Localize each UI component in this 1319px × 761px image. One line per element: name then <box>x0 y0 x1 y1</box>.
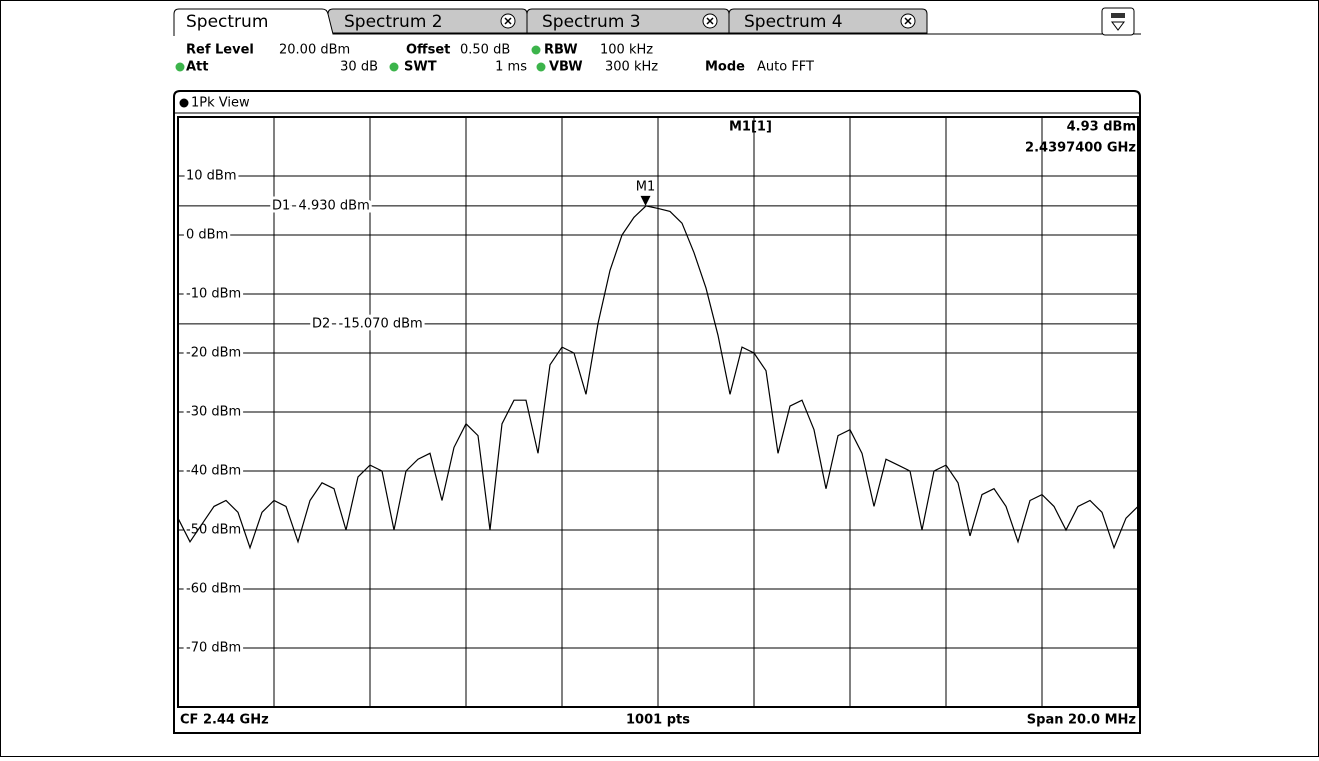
display-line-label: D1 4.930 dBm <box>272 198 370 213</box>
tab-active[interactable] <box>173 8 1141 36</box>
marker-readout: 2.4397400 GHz <box>1025 141 1136 156</box>
status-dot <box>389 62 399 72</box>
setting-label: Mode <box>705 60 745 75</box>
menu-button[interactable] <box>1101 7 1135 36</box>
close-button[interactable] <box>702 13 718 29</box>
y-tick-label: -40 dBm <box>186 464 241 479</box>
setting-label: VBW <box>549 60 583 75</box>
status-dot <box>175 62 185 72</box>
tab-label[interactable]: Spectrum 3 <box>542 12 641 32</box>
y-tick-label: -50 dBm <box>186 523 241 538</box>
marker-readout: 4.93 dBm <box>1067 120 1136 135</box>
footer-right: Span 20.0 MHz <box>1027 713 1136 728</box>
y-tick-label: -10 dBm <box>186 287 241 302</box>
close-button[interactable] <box>900 13 916 29</box>
close-button[interactable] <box>500 13 516 29</box>
setting-label: Att <box>186 60 209 75</box>
tab-label[interactable]: Spectrum 4 <box>744 12 843 32</box>
setting-label: Offset <box>406 43 450 58</box>
y-tick-label: 0 dBm <box>186 228 228 243</box>
marker <box>640 195 651 206</box>
setting-value: 20.00 dBm <box>279 43 350 58</box>
y-tick-label: -30 dBm <box>186 405 241 420</box>
tab-label[interactable]: Spectrum 2 <box>344 12 443 32</box>
setting-value: Auto FFT <box>757 60 814 75</box>
marker-readout: M1[1] <box>729 120 772 135</box>
status-dot <box>536 62 546 72</box>
display-line-label: D2 -15.070 dBm <box>312 316 423 331</box>
view-title: 1Pk View <box>191 96 250 111</box>
status-dot <box>531 45 541 55</box>
y-tick-label: 10 dBm <box>186 169 237 184</box>
marker-label: M1 <box>636 179 656 194</box>
tab-label[interactable]: Spectrum <box>186 12 268 32</box>
y-tick-label: -70 dBm <box>186 641 241 656</box>
setting-value: 100 kHz <box>600 43 653 58</box>
setting-label: Ref Level <box>186 43 254 58</box>
view-dot <box>179 98 189 108</box>
setting-value: 0.50 dB <box>460 43 510 58</box>
setting-value: 1 ms <box>495 60 527 75</box>
setting-value: 300 kHz <box>605 60 658 75</box>
setting-value: 30 dB <box>340 60 378 75</box>
tab[interactable] <box>728 8 928 34</box>
y-tick-label: -60 dBm <box>186 582 241 597</box>
setting-label: RBW <box>544 43 578 58</box>
setting-label: SWT <box>404 60 437 75</box>
y-tick-label: -20 dBm <box>186 346 241 361</box>
footer-center: 1001 pts <box>626 713 690 728</box>
trace <box>177 205 1139 550</box>
footer-left: CF 2.44 GHz <box>180 713 269 728</box>
